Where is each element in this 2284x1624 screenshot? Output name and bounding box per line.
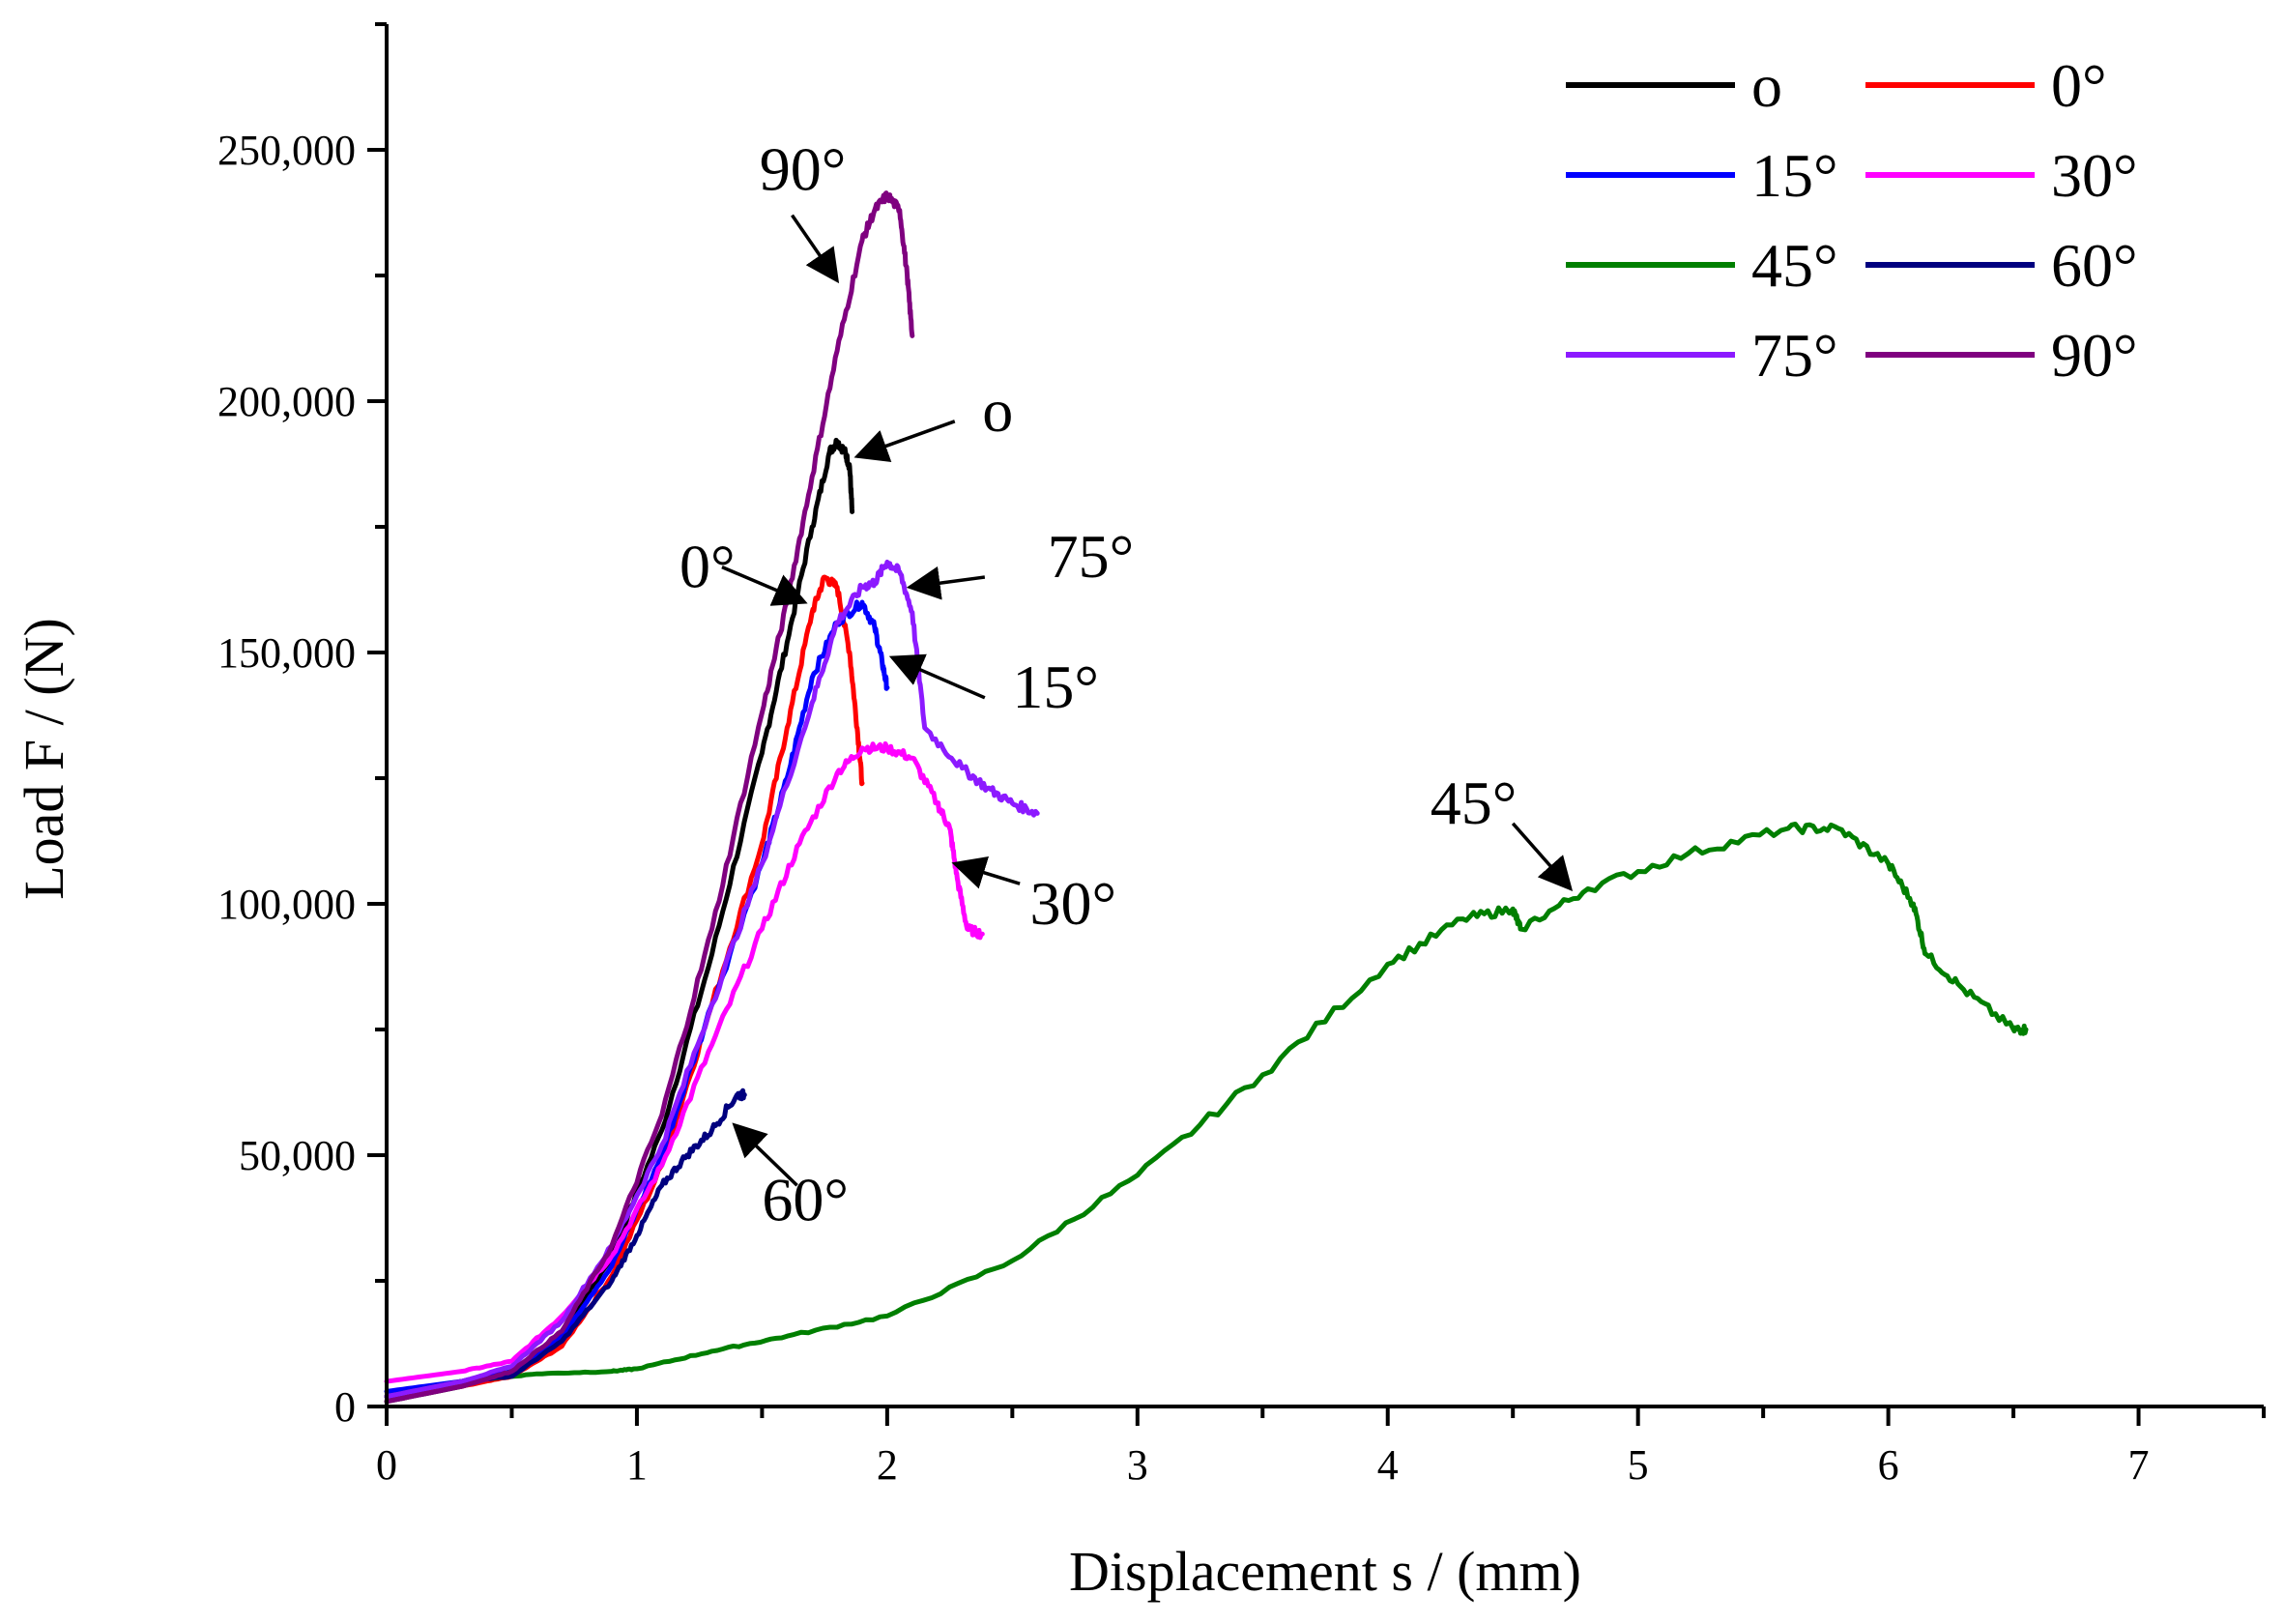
annotation-label: o [982,376,1013,445]
legend-label: o [1751,51,1782,120]
legend-label: 75° [1751,321,1838,390]
annotation-arrow [951,856,1021,889]
annotation-label: 0° [679,532,736,600]
y-tick-label: 50,000 [239,1132,356,1179]
x-tick-label: 4 [1377,1441,1399,1489]
legend-label: 90° [2051,321,2138,390]
annotation-arrow [906,566,986,600]
legend-label: 15° [1751,141,1838,210]
legend-label: 30° [2051,141,2138,210]
series-line-75° [384,559,1040,1400]
y-tick-label: 150,000 [217,629,356,677]
ticks: 0 1 2 3 4 5 6 7 0 50,000 100,000 150,000 200,000 250,… [217,22,2266,1489]
legend-label: 60° [2051,231,2138,300]
legend: o 0° 15° 30° 45° 60° 75° 90° [1566,51,2138,390]
x-tick-label: 5 [1628,1441,1649,1489]
legend-label: 45° [1751,231,1838,300]
axes [385,24,2264,1408]
annotation-label: 90° [760,135,847,204]
x-axis-title: Displacement s / (mm) [1069,1540,1581,1603]
annotation-arrow [888,653,986,700]
legend-label: 0° [2051,51,2107,120]
annotation-arrow [732,1122,798,1187]
annotation-arrow [1511,822,1574,892]
y-tick-label: 200,000 [217,378,356,425]
annotation-arrow [721,565,808,606]
x-tick-label: 1 [626,1441,648,1489]
x-tick-label: 7 [2128,1441,2150,1489]
series-line-60° [384,1088,747,1400]
series-line-45° [384,822,2029,1400]
series-line-30° [384,740,985,1384]
y-tick-label: 0 [334,1383,356,1431]
annotation-label: 15° [1012,652,1099,721]
x-tick-label: 3 [1127,1441,1148,1489]
y-tick-label: 100,000 [217,881,356,928]
plot-series [384,190,2029,1405]
annotation-arrow [853,420,956,462]
series-line-15° [384,599,890,1394]
annotation-arrow [791,214,840,284]
x-tick-label: 0 [376,1441,397,1489]
x-tick-label: 6 [1878,1441,1899,1489]
annotation-label: 60° [762,1166,849,1234]
annotation-label: 30° [1029,869,1116,938]
annotation-label: 45° [1431,768,1518,837]
series-line-0° [384,574,865,1400]
y-tick-label: 250,000 [217,127,356,174]
annotations: 90° o 0° 75° 15° 30° 45° 60° [679,135,1574,1234]
x-tick-label: 2 [877,1441,898,1489]
annotation-label: 75° [1048,522,1135,591]
y-axis-title: Load F / (N) [13,618,75,900]
